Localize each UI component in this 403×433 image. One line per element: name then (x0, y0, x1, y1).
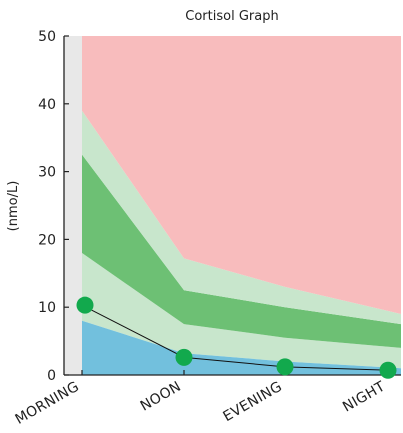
range-band-3 (82, 110, 401, 325)
x-tick-label: NOON (138, 379, 184, 415)
data-point (76, 296, 94, 314)
chart-title: Cortisol Graph (185, 9, 278, 24)
y-tick-label: 30 (38, 165, 56, 181)
y-tick-label: 0 (47, 368, 56, 384)
data-point (276, 358, 294, 376)
x-tick-label: NIGHT (340, 379, 388, 416)
range-band-1 (82, 252, 401, 369)
y-tick-label: 10 (38, 300, 56, 316)
background-strip (64, 36, 82, 375)
data-point (175, 348, 193, 366)
y-tick-label: 20 (38, 232, 56, 248)
range-band-4 (82, 36, 401, 314)
y-axis-label: (nmo/L) (6, 181, 21, 232)
data-point (379, 361, 397, 379)
series-line (81, 304, 389, 371)
range-band-2 (82, 154, 401, 348)
low-range-area (82, 320, 401, 375)
plot-area: 0 10 20 30 40 50 MORNING NOON EVENING NIGHT (13, 29, 401, 428)
y-tick-label: 40 (38, 97, 56, 113)
y-tick-label: 50 (38, 29, 56, 45)
x-tick-label: MORNING (13, 379, 82, 428)
x-tick-label: EVENING (220, 379, 285, 426)
